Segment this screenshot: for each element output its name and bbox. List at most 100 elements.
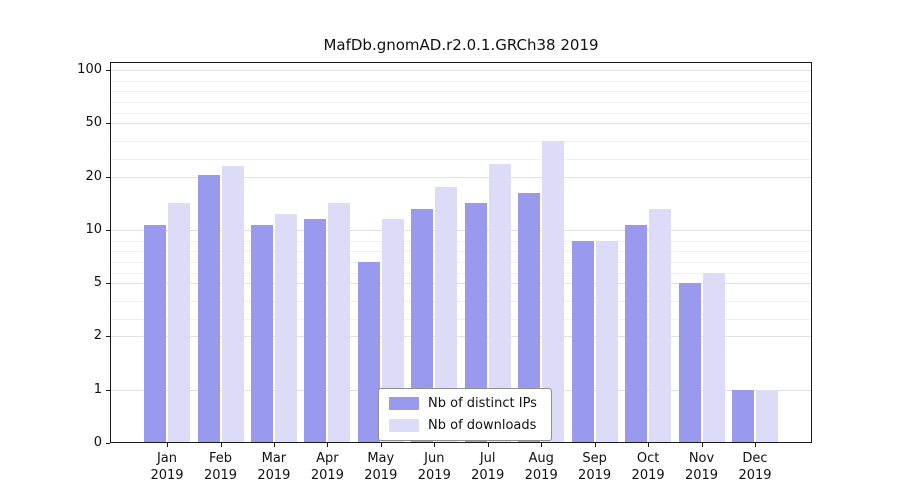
x-tick-year: 2019 (257, 468, 291, 483)
minor-gridline (110, 112, 812, 114)
bar-downloads (221, 165, 244, 443)
x-tick-year: 2019 (684, 468, 719, 483)
x-tick-mark (487, 443, 489, 447)
x-tick-label: Mar 2019 (244, 450, 304, 484)
x-tick-label: Sep 2019 (565, 450, 625, 484)
legend: Nb of distinct IPs Nb of downloads (378, 388, 552, 441)
bar-distinct-ips (625, 224, 648, 443)
y-tick-label: 100 (77, 62, 102, 77)
x-tick-mark (648, 443, 650, 447)
bar-distinct-ips (732, 389, 754, 443)
x-tick-year: 2019 (364, 468, 398, 483)
x-tick-year: 2019 (310, 468, 344, 483)
x-tick-mark (701, 443, 703, 447)
bar-distinct-ips (518, 192, 541, 443)
x-tick-month: Nov (688, 451, 715, 466)
minor-gridline (110, 102, 812, 103)
x-tick-year: 2019 (150, 468, 184, 483)
chart-title: MafDb.gnomAD.r2.0.1.GRCh38 2019 (323, 36, 599, 54)
y-tick-label: 1 (93, 381, 102, 397)
legend-swatch-downloads (389, 419, 419, 432)
x-tick-label: Apr 2019 (297, 450, 357, 484)
x-tick-label: Nov 2019 (672, 450, 732, 484)
x-tick-label: Feb 2019 (191, 450, 251, 484)
x-tick-month: Sep (582, 451, 607, 466)
major-gridline (110, 123, 812, 125)
bar-downloads (542, 141, 565, 443)
minor-gridline (110, 158, 812, 160)
bar-distinct-ips (464, 203, 487, 443)
x-tick-label: Jul 2019 (458, 450, 518, 484)
bar-downloads (435, 187, 458, 443)
x-tick-label: Dec 2019 (725, 450, 785, 484)
bar-downloads (756, 389, 778, 443)
x-tick-label: Aug 2019 (511, 450, 571, 484)
x-tick-month: Aug (528, 451, 554, 466)
legend-item-downloads: Nb of downloads (389, 418, 537, 433)
y-tick-label: 50 (85, 115, 102, 131)
x-tick-year: 2019 (417, 468, 451, 483)
bar-downloads (702, 272, 725, 443)
y-tick-mark (106, 229, 110, 231)
legend-label-distinct-ips: Nb of distinct IPs (428, 396, 537, 411)
y-tick-label: 0 (93, 435, 102, 450)
x-tick-month: May (367, 451, 395, 466)
x-tick-mark (434, 443, 436, 447)
minor-gridline (110, 141, 812, 142)
major-gridline (110, 70, 812, 71)
x-tick-month: Feb (208, 451, 233, 466)
x-tick-label: Jan 2019 (137, 450, 197, 484)
x-tick-label: Oct 2019 (618, 450, 678, 484)
x-tick-mark (220, 443, 222, 447)
y-tick-mark (106, 70, 110, 71)
x-tick-year: 2019 (471, 468, 505, 483)
y-tick-label: 5 (93, 275, 102, 291)
bar-distinct-ips (571, 240, 594, 443)
x-tick-month: Oct (636, 451, 660, 466)
y-tick-label: 20 (85, 168, 102, 184)
x-tick-month: Mar (261, 451, 287, 466)
x-tick-mark (167, 443, 168, 447)
bar-downloads (274, 213, 297, 443)
bar-distinct-ips (250, 224, 273, 443)
bar-downloads (649, 208, 672, 443)
minor-gridline (110, 80, 812, 82)
x-tick-month: Jun (424, 451, 445, 466)
x-tick-month: Apr (316, 451, 339, 466)
y-tick-mark (106, 389, 110, 391)
y-tick-label: 10 (85, 221, 102, 237)
x-tick-month: Jan (156, 451, 178, 466)
x-tick-month: Dec (742, 451, 768, 466)
bar-distinct-ips (197, 174, 220, 443)
x-tick-year: 2019 (631, 468, 665, 483)
minor-gridline (110, 91, 812, 93)
x-tick-year: 2019 (524, 468, 558, 483)
x-tick-label: May 2019 (351, 450, 411, 484)
x-tick-year: 2019 (578, 468, 612, 483)
bar-downloads (488, 164, 511, 443)
x-tick-mark (327, 443, 329, 447)
bar-distinct-ips (357, 261, 380, 443)
y-tick-mark (106, 283, 110, 285)
y-tick-mark (106, 443, 110, 444)
bar-downloads (595, 240, 618, 443)
x-tick-mark (594, 443, 596, 447)
legend-label-downloads: Nb of downloads (428, 418, 537, 433)
x-tick-mark (755, 443, 756, 447)
x-tick-mark (380, 443, 382, 447)
x-tick-month: Jul (479, 451, 496, 466)
legend-swatch-distinct-ips (389, 397, 419, 410)
y-tick-mark (106, 336, 110, 338)
bar-distinct-ips (144, 224, 166, 443)
x-tick-mark (273, 443, 275, 447)
x-tick-year: 2019 (203, 468, 238, 483)
y-tick-mark (106, 176, 110, 178)
x-tick-mark (541, 443, 543, 447)
bar-distinct-ips (678, 283, 701, 443)
legend-item-distinct-ips: Nb of distinct IPs (389, 396, 537, 411)
bar-downloads (381, 219, 404, 443)
bar-distinct-ips (411, 208, 434, 443)
bar-downloads (328, 203, 351, 443)
bar-distinct-ips (304, 219, 327, 443)
